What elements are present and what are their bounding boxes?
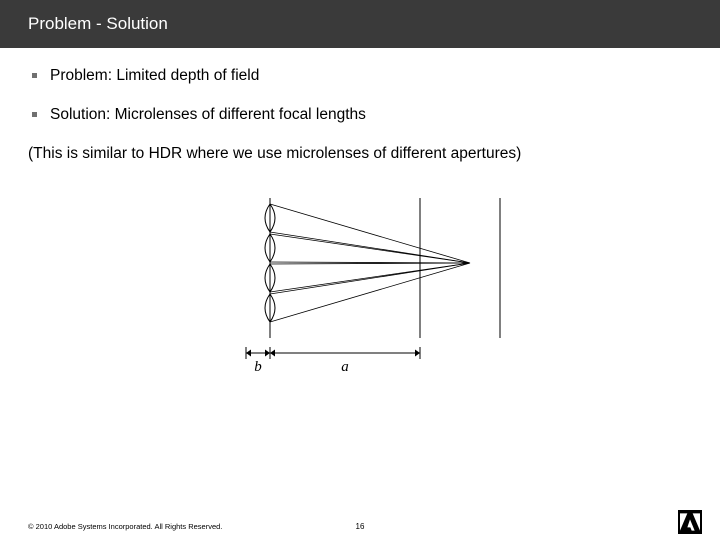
adobe-logo [678, 510, 702, 534]
bullet-item: Problem: Limited depth of field [28, 66, 692, 87]
bullet-text: Solution: Microlenses of different focal… [50, 106, 366, 123]
title-bar: Problem - Solution [0, 0, 720, 48]
footer: © 2010 Adobe Systems Incorporated. All R… [0, 512, 720, 540]
diagram-container: ba [28, 193, 692, 378]
copyright-text: © 2010 Adobe Systems Incorporated. All R… [28, 522, 222, 531]
page-number: 16 [356, 522, 365, 531]
bullet-list: Problem: Limited depth of field Solution… [28, 66, 692, 126]
optics-svg: ba [210, 193, 510, 373]
optics-diagram: ba [210, 193, 510, 378]
svg-text:a: a [341, 359, 349, 373]
note-text: (This is similar to HDR where we use mic… [28, 144, 692, 165]
content-area: Problem: Limited depth of field Solution… [0, 48, 720, 378]
bullet-item: Solution: Microlenses of different focal… [28, 105, 692, 126]
bullet-text: Problem: Limited depth of field [50, 67, 259, 84]
slide-title: Problem - Solution [28, 14, 168, 33]
svg-text:b: b [254, 359, 262, 373]
